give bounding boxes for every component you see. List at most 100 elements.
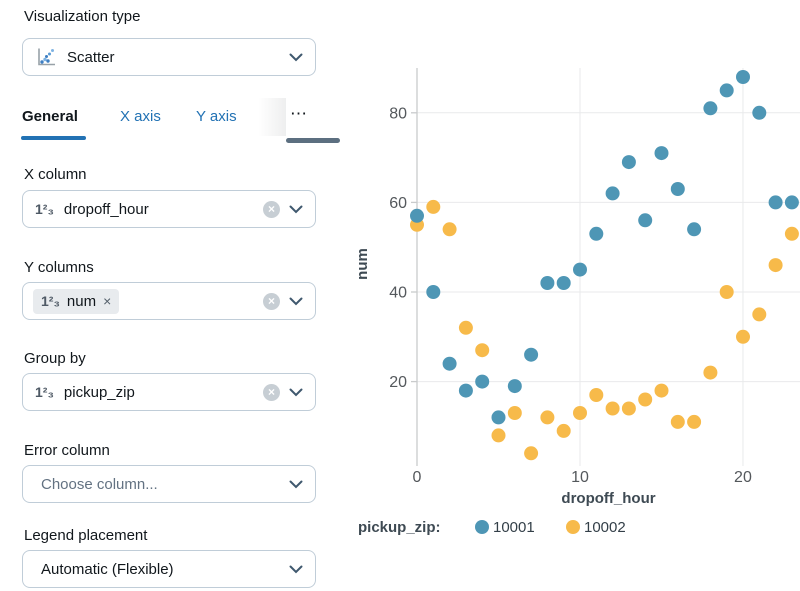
chevron-down-icon[interactable] [289, 565, 303, 574]
scatter-point[interactable] [442, 356, 457, 371]
scatter-point[interactable] [491, 428, 506, 443]
scatter-point[interactable] [752, 105, 767, 120]
scatter-point[interactable] [638, 213, 653, 228]
more-tabs-icon[interactable]: ⋯ [290, 104, 308, 123]
scatter-point[interactable] [670, 182, 685, 196]
scatter-point[interactable] [719, 285, 734, 299]
number-type-icon: 1²₃ [41, 293, 60, 309]
scatter-point[interactable] [507, 406, 522, 420]
scatter-point[interactable] [654, 146, 669, 161]
scatter-point[interactable] [426, 285, 441, 299]
scatter-point[interactable] [426, 199, 441, 214]
scatter-point[interactable] [703, 365, 718, 380]
legend-title: pickup_zip: [358, 519, 441, 536]
scatter-point[interactable] [638, 392, 653, 407]
scatter-point[interactable] [621, 401, 636, 416]
tab-x-axis[interactable]: X axis [120, 108, 161, 125]
legend-swatch[interactable] [475, 520, 489, 534]
scatter-point[interactable] [458, 320, 473, 335]
y-tick-label: 60 [389, 195, 407, 212]
scatter-point[interactable] [573, 262, 587, 277]
scatter-point[interactable] [784, 195, 799, 210]
group-by-select[interactable]: 1²₃ pickup_zip × [22, 373, 316, 411]
scatter-point[interactable] [605, 401, 620, 416]
clear-icon[interactable]: × [263, 292, 280, 310]
x-tick-label: 0 [413, 469, 422, 486]
scatter-point[interactable] [736, 329, 750, 344]
scatter-point[interactable] [752, 307, 767, 322]
scatter-point[interactable] [556, 276, 571, 290]
scatter-point[interactable] [784, 226, 799, 241]
viz-type-label: Visualization type [24, 8, 141, 25]
viz-config-panel: Visualization type Scatter General X axi… [0, 0, 340, 588]
scatter-point[interactable] [768, 195, 783, 210]
scatter-point[interactable] [687, 222, 702, 237]
error-column-label: Error column [24, 442, 110, 459]
scatter-point[interactable] [491, 410, 506, 425]
x-column-select[interactable]: 1²₃ dropoff_hour × [22, 190, 316, 228]
scatter-point[interactable] [670, 414, 685, 429]
x-column-label: X column [24, 166, 87, 183]
group-by-label: Group by [24, 350, 86, 367]
error-column-placeholder: Choose column... [41, 475, 158, 493]
scatter-point[interactable] [621, 155, 636, 170]
scatter-point[interactable] [524, 347, 539, 362]
y-column-chip[interactable]: 1²₃ num × [33, 288, 120, 314]
scatter-point[interactable] [475, 343, 490, 358]
scatter-point[interactable] [589, 388, 604, 402]
y-tick-label: 40 [389, 285, 407, 302]
legend-swatch[interactable] [566, 520, 580, 534]
chevron-down-icon[interactable] [289, 205, 303, 214]
scatter-point[interactable] [556, 423, 571, 438]
scatter-point[interactable] [524, 446, 539, 461]
viz-type-select[interactable]: Scatter [22, 38, 316, 76]
scatter-point[interactable] [458, 383, 473, 398]
x-column-value: dropoff_hour [63, 200, 149, 218]
y-tick-label: 20 [389, 374, 407, 391]
chevron-down-icon[interactable] [289, 480, 303, 489]
scatter-point[interactable] [573, 406, 587, 420]
x-tick-label: 20 [734, 469, 752, 486]
legend-placement-select[interactable]: Automatic (Flexible) [22, 550, 316, 588]
scatter-chart-icon [35, 46, 57, 68]
scatter-point[interactable] [589, 226, 604, 241]
scatter-point[interactable] [410, 208, 424, 223]
chip-remove-icon[interactable]: × [103, 293, 112, 309]
y-columns-select[interactable]: 1²₃ num × × [22, 282, 316, 320]
scatter-point[interactable] [442, 222, 457, 237]
y-tick-label: 80 [389, 105, 407, 122]
chevron-down-icon[interactable] [289, 388, 303, 397]
number-type-icon: 1²₃ [35, 201, 54, 217]
error-column-select[interactable]: Choose column... [22, 465, 316, 503]
scatter-point[interactable] [605, 186, 620, 201]
scatter-point[interactable] [687, 414, 702, 429]
legend-item-label[interactable]: 10002 [584, 519, 626, 536]
legend-placement-value: Automatic (Flexible) [41, 560, 174, 578]
scatter-point[interactable] [736, 70, 750, 84]
legend-item-label[interactable]: 10001 [493, 519, 535, 536]
x-axis-title: dropoff_hour [561, 490, 655, 507]
chevron-down-icon[interactable] [289, 297, 303, 306]
scatter-point[interactable] [540, 410, 555, 425]
tabs-scrollbar-thumb[interactable] [286, 138, 340, 143]
clear-icon[interactable]: × [263, 200, 280, 218]
viz-type-value: Scatter [67, 48, 115, 66]
clear-icon[interactable]: × [263, 383, 280, 401]
chevron-down-icon[interactable] [289, 53, 303, 62]
scatter-point[interactable] [703, 101, 718, 116]
number-type-icon: 1²₃ [35, 384, 54, 400]
x-tick-label: 10 [571, 469, 589, 486]
tab-general[interactable]: General [22, 108, 78, 125]
tabs-overflow-fade [258, 98, 286, 136]
y-column-chip-value: num [66, 292, 97, 310]
y-axis-title: num [354, 248, 371, 280]
scatter-point[interactable] [475, 374, 490, 389]
group-by-value: pickup_zip [63, 383, 135, 401]
scatter-point[interactable] [507, 379, 522, 394]
scatter-point[interactable] [768, 258, 783, 273]
scatter-point[interactable] [719, 83, 734, 98]
tab-y-axis[interactable]: Y axis [196, 108, 237, 125]
active-tab-underline [21, 136, 86, 140]
scatter-point[interactable] [654, 383, 669, 398]
scatter-point[interactable] [540, 276, 555, 290]
